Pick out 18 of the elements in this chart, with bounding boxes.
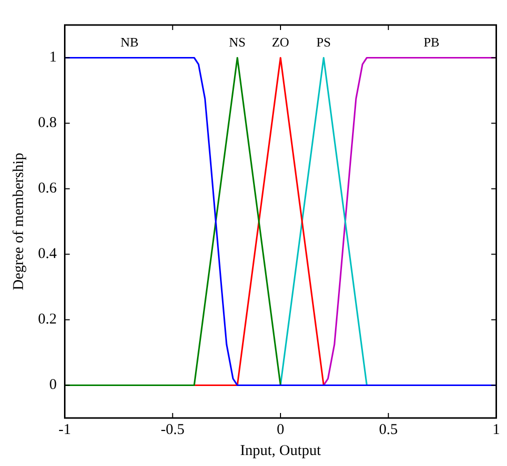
x-tick-label: 0.5 — [379, 422, 398, 438]
series-label: PS — [316, 34, 331, 50]
x-tick-label: 0 — [276, 422, 284, 438]
x-tick-label: 1 — [492, 422, 500, 438]
y-tick-label: 0.4 — [38, 246, 58, 262]
y-axis-title: Degree of membership — [10, 152, 27, 290]
series-label: ZO — [272, 34, 290, 50]
x-tick-label: -0.5 — [160, 422, 184, 438]
series-label: NS — [229, 34, 246, 50]
y-tick-label: 1 — [49, 50, 57, 66]
y-tick-label: 0.6 — [38, 180, 58, 197]
y-tick-label: 0.2 — [38, 312, 57, 328]
series-label: NB — [120, 34, 139, 50]
x-tick-label: -1 — [58, 422, 71, 438]
series-label: PB — [424, 34, 440, 50]
y-tick-label: 0 — [49, 377, 57, 394]
x-axis-title: Input, Output — [240, 442, 322, 459]
y-tick-label: 0.8 — [38, 115, 57, 132]
